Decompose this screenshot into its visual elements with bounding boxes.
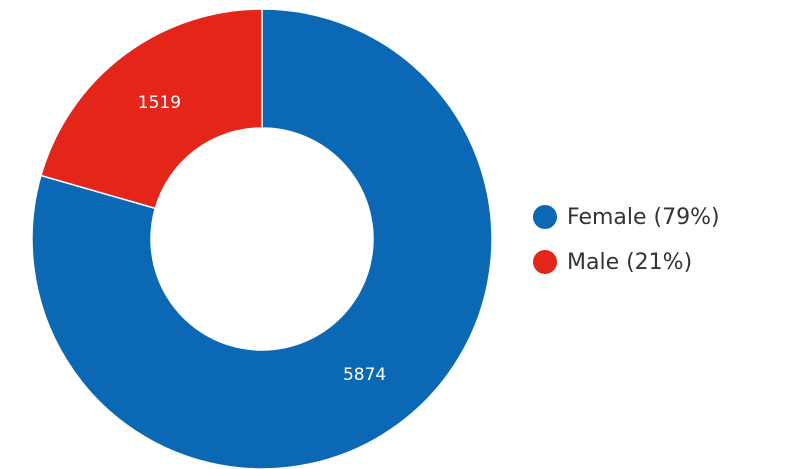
donut-slice <box>31 8 493 469</box>
donut-slice <box>40 8 263 210</box>
data-label: 1519 <box>138 93 181 113</box>
legend-label: Female (79%) <box>567 205 720 230</box>
data-label: 5874 <box>343 365 386 385</box>
legend-marker <box>533 250 557 274</box>
legend-marker <box>533 205 557 229</box>
legend-label: Male (21%) <box>567 250 692 275</box>
